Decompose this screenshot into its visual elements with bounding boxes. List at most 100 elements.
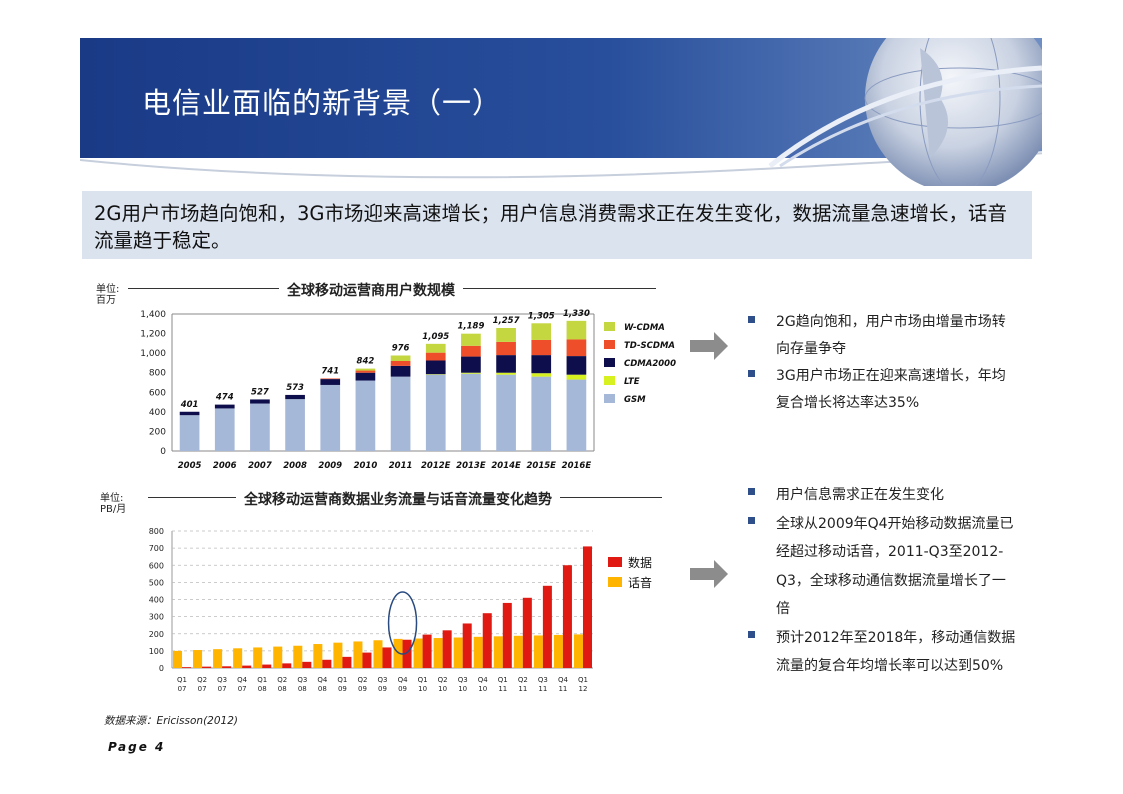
legend-swatch <box>604 358 615 367</box>
bar-segment <box>320 378 341 380</box>
x-tick-label: 11 <box>518 685 527 693</box>
subscriber-chart: 0 200 400 600 800 1,000 1,200 1,400 401 2005 474 20… <box>140 309 676 471</box>
bullet-square-icon <box>748 316 755 323</box>
data-label: 474 <box>215 393 234 403</box>
bar-voice <box>233 648 243 668</box>
x-tick-label: 10 <box>418 685 427 693</box>
bar-voice <box>393 638 403 668</box>
legend-label: W-CDMA <box>624 323 665 333</box>
bar-data <box>342 656 352 668</box>
x-tick-label: 11 <box>558 685 567 693</box>
bar-data <box>382 647 392 668</box>
bar-data <box>322 659 332 668</box>
list-item: 2G趋向饱和，用户市场由增量市场转向存量争夺 <box>746 309 1016 363</box>
y-tick-label: 200 <box>149 630 164 639</box>
legend-swatch <box>604 376 615 385</box>
x-tick-label: 2012E <box>421 461 451 471</box>
x-tick-label: 2007 <box>248 461 272 471</box>
x-tick-label: 10 <box>478 685 487 693</box>
bar-segment <box>531 376 552 451</box>
chart1-unit-label: 单位: <box>96 284 120 295</box>
bar-segment <box>355 368 376 371</box>
bullet-square-icon <box>748 630 755 638</box>
bar-voice <box>453 637 463 668</box>
list-item: 全球从2009年Q4开始移动数据流量已经超过移动话音，2011-Q3至2012-… <box>746 510 1016 624</box>
bar-segment <box>461 373 481 451</box>
legend-swatch <box>608 577 622 587</box>
x-tick-label: Q1 <box>257 676 267 684</box>
x-tick-label: Q4 <box>558 676 569 684</box>
x-tick-label: 2010 <box>354 461 378 471</box>
globe-icon <box>768 38 1042 186</box>
x-tick-label: 2015E <box>527 461 557 471</box>
bar-data <box>402 639 412 668</box>
x-tick-label: 08 <box>298 685 307 693</box>
y-tick-label: 400 <box>149 596 164 605</box>
x-tick-label: Q3 <box>217 676 227 684</box>
bullets-bottom: 用户信息需求正在发生变化 全球从2009年Q4开始移动数据流量已经超过移动话音，… <box>746 481 1016 681</box>
x-tick-label: 2014E <box>491 461 521 471</box>
bar-segment <box>461 356 481 373</box>
bar-voice <box>273 646 283 668</box>
bullet-text: 全球从2009年Q4开始移动数据流量已经超过移动话音，2011-Q3至2012-… <box>776 515 1014 618</box>
bar-data <box>482 613 492 668</box>
bullet-text: 预计2012年至2018年，移动通信数据流量的复合年均增长率可以达到50% <box>776 629 1016 675</box>
bar-segment <box>531 373 552 377</box>
arrow-right-icon <box>690 560 728 588</box>
bar-data <box>522 597 532 668</box>
summary-box: 2G用户市场趋向饱和，3G市场迎来高速增长；用户信息消费需求正在发生变化，数据流… <box>82 191 1032 259</box>
banner-graphic <box>80 38 1042 186</box>
y-tick-label: 800 <box>149 369 166 379</box>
bar-segment <box>461 333 481 346</box>
legend-label: 话音 <box>628 575 652 590</box>
x-tick-label: 09 <box>378 685 387 693</box>
x-tick-label: 11 <box>538 685 547 693</box>
bar-data <box>222 666 232 668</box>
bar-segment <box>355 372 376 381</box>
y-tick-label: 200 <box>149 427 166 437</box>
bar-segment <box>531 323 552 340</box>
y-tick-label: 1,400 <box>140 310 166 320</box>
x-tick-label: 12 <box>579 685 588 693</box>
bar-voice <box>293 645 303 668</box>
x-tick-label: 2008 <box>283 461 307 471</box>
x-tick-label: Q2 <box>277 676 287 684</box>
list-item: 3G用户市场正在迎来高速增长，年均复合增长将达率达35% <box>746 363 1016 417</box>
data-label: 1,189 <box>457 322 484 332</box>
legend-label: TD-SCDMA <box>624 341 675 351</box>
legend-swatch <box>604 340 615 349</box>
bar-data <box>262 664 272 668</box>
bar-segment <box>566 379 587 451</box>
bar-segment <box>355 370 376 373</box>
x-tick-label: 10 <box>438 685 447 693</box>
bullet-square-icon <box>748 370 755 377</box>
annotation-ellipse <box>387 591 418 655</box>
page-number: Page 4 <box>108 740 166 754</box>
bar-data <box>202 666 212 668</box>
legend-swatch <box>608 557 622 567</box>
bullet-text: 用户信息需求正在发生变化 <box>776 487 944 503</box>
bar-segment <box>285 394 305 400</box>
bar-data <box>362 652 372 668</box>
y-tick-label: 1,200 <box>140 330 166 340</box>
bar-segment <box>461 372 481 374</box>
x-tick-label: Q3 <box>458 676 468 684</box>
bar-segment <box>496 374 516 451</box>
data-label: 401 <box>180 400 199 410</box>
x-tick-label: Q2 <box>357 676 367 684</box>
bar-voice <box>433 638 443 668</box>
bar-voice <box>373 640 383 668</box>
bullets-top: 2G趋向饱和，用户市场由增量市场转向存量争夺 3G用户市场正在迎来高速增长，年均… <box>746 309 1016 417</box>
chart1-unit: 单位: 百万 <box>96 284 119 306</box>
bar-data <box>442 630 452 668</box>
bar-segment <box>355 380 376 451</box>
legend-label: CDMA2000 <box>624 359 676 369</box>
bar-voice <box>213 649 223 668</box>
bar-data <box>182 667 192 668</box>
x-tick-label: Q4 <box>237 676 248 684</box>
page-title: 电信业面临的新背景（一） <box>142 86 503 120</box>
bar-data <box>542 585 552 668</box>
bar-voice <box>493 636 503 668</box>
data-label: 741 <box>321 366 339 376</box>
x-tick-label: 2009 <box>318 461 342 471</box>
